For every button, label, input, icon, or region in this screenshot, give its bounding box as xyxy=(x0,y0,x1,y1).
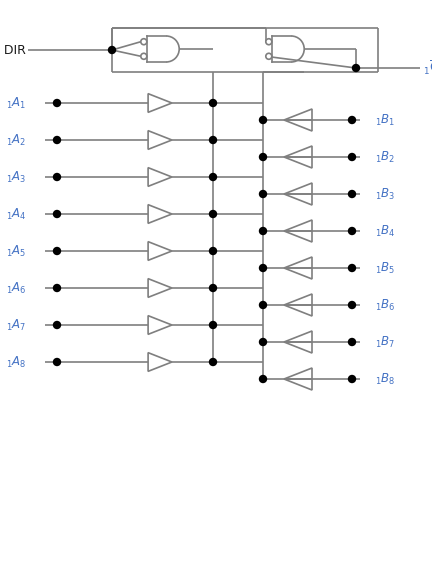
Circle shape xyxy=(349,228,356,234)
Text: $_1$A$_8$: $_1$A$_8$ xyxy=(6,355,26,370)
Circle shape xyxy=(349,375,356,383)
Text: $_1$A$_2$: $_1$A$_2$ xyxy=(6,133,26,148)
Text: $_1$B$_5$: $_1$B$_5$ xyxy=(375,260,395,275)
Circle shape xyxy=(141,53,147,59)
Circle shape xyxy=(210,247,216,255)
Circle shape xyxy=(349,265,356,271)
Circle shape xyxy=(210,174,216,180)
Circle shape xyxy=(349,301,356,309)
Text: $_1$B$_7$: $_1$B$_7$ xyxy=(375,334,395,350)
Text: 1 DIR: 1 DIR xyxy=(0,43,26,57)
Circle shape xyxy=(260,228,267,234)
Text: $_1$A$_5$: $_1$A$_5$ xyxy=(6,243,26,259)
Circle shape xyxy=(266,39,272,45)
Circle shape xyxy=(210,99,216,107)
Circle shape xyxy=(54,284,60,292)
Text: $_1$B$_8$: $_1$B$_8$ xyxy=(375,371,396,387)
Text: $_1$A$_1$: $_1$A$_1$ xyxy=(6,96,26,111)
Circle shape xyxy=(54,174,60,180)
Circle shape xyxy=(260,375,267,383)
Circle shape xyxy=(260,301,267,309)
Circle shape xyxy=(210,359,216,365)
Circle shape xyxy=(349,153,356,161)
Text: $_1$B$_6$: $_1$B$_6$ xyxy=(375,297,396,312)
Circle shape xyxy=(266,53,272,59)
Circle shape xyxy=(260,116,267,124)
Circle shape xyxy=(54,211,60,217)
Text: $_1$A$_7$: $_1$A$_7$ xyxy=(6,318,26,333)
Circle shape xyxy=(260,191,267,197)
Text: $_1$A$_6$: $_1$A$_6$ xyxy=(6,280,27,296)
Circle shape xyxy=(260,265,267,271)
Circle shape xyxy=(54,247,60,255)
Text: $_1$A$_3$: $_1$A$_3$ xyxy=(6,170,26,184)
Text: $_1$B$_4$: $_1$B$_4$ xyxy=(375,224,396,238)
Text: $_1\overline{\mathregular{OE}}$: $_1\overline{\mathregular{OE}}$ xyxy=(423,59,432,77)
Circle shape xyxy=(353,65,359,71)
Circle shape xyxy=(108,47,115,53)
Circle shape xyxy=(349,191,356,197)
Circle shape xyxy=(260,153,267,161)
Circle shape xyxy=(210,284,216,292)
Circle shape xyxy=(210,211,216,217)
Circle shape xyxy=(141,39,147,45)
Circle shape xyxy=(260,338,267,346)
Text: $_1$B$_2$: $_1$B$_2$ xyxy=(375,149,395,165)
Circle shape xyxy=(54,359,60,365)
Text: $_1$B$_3$: $_1$B$_3$ xyxy=(375,187,395,202)
Text: $_1$B$_1$: $_1$B$_1$ xyxy=(375,112,395,128)
Circle shape xyxy=(54,321,60,329)
Circle shape xyxy=(54,137,60,143)
Circle shape xyxy=(349,116,356,124)
Circle shape xyxy=(54,99,60,107)
Circle shape xyxy=(210,137,216,143)
Text: $_1$A$_4$: $_1$A$_4$ xyxy=(6,206,27,221)
Circle shape xyxy=(349,338,356,346)
Circle shape xyxy=(210,321,216,329)
